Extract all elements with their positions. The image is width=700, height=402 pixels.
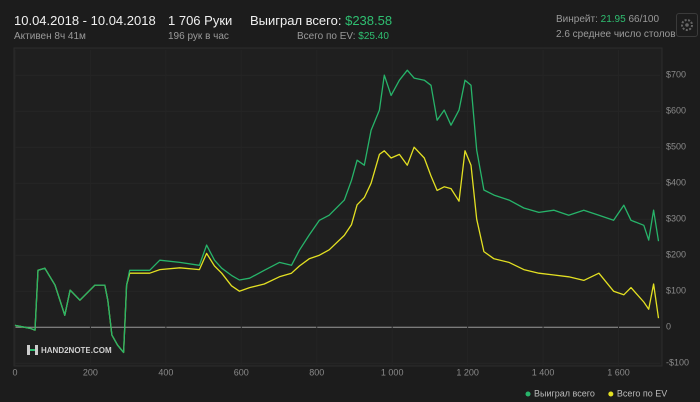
y-tick-label: $300 <box>666 214 686 224</box>
ev-value: $25.40 <box>358 31 389 42</box>
x-tick-label: 1 600 <box>607 367 630 377</box>
x-tick-label: 0 <box>12 367 17 377</box>
won-value: $238.58 <box>345 13 393 28</box>
y-tick-label: $200 <box>666 250 686 260</box>
y-tick-label: $400 <box>666 178 686 188</box>
gear-icon <box>681 19 693 31</box>
won-label: Выиграл всего: <box>250 13 342 28</box>
winrate-value: 21.95 <box>600 14 626 25</box>
y-tick-label: 0 <box>666 322 671 332</box>
hands-per-hour: 196 рук в час <box>168 31 229 42</box>
date-range: 10.04.2018 - 10.04.2018 <box>14 13 156 28</box>
x-tick-label: 1 400 <box>532 367 555 377</box>
y-tick-label: $700 <box>666 70 686 80</box>
legend-label: Выиграл всего <box>534 388 595 398</box>
x-tick-label: 600 <box>234 367 249 377</box>
legend-label: Всего по EV <box>617 388 667 398</box>
ev-total: Всего по EV: $25.40 <box>297 31 389 42</box>
y-tick-label: $600 <box>666 106 686 116</box>
x-tick-label: 800 <box>309 367 324 377</box>
winrate-label: Винрейт: <box>556 14 598 25</box>
ev-label: Всего по EV: <box>297 31 356 42</box>
x-tick-label: 1 000 <box>381 367 404 377</box>
winrate-unit: 66/100 <box>628 14 660 25</box>
y-tick-label: -$100 <box>666 358 689 368</box>
hands: 1 706 Руки <box>168 13 233 28</box>
logo: HAND2NOTE.COM <box>27 345 112 355</box>
x-tick-label: 400 <box>158 367 173 377</box>
won-total: Выиграл всего: $238.58 <box>250 13 392 28</box>
series-line <box>14 69 660 354</box>
y-tick-label: $500 <box>666 142 686 152</box>
legend-marker <box>608 391 614 397</box>
logo-text: HAND2NOTE.COM <box>41 346 112 355</box>
x-tick-label: 1 200 <box>456 367 479 377</box>
avg-tables: 2.6 среднее число столов <box>556 29 676 40</box>
legend-marker <box>525 391 531 397</box>
winrate: Винрейт: 21.95 66/100 <box>556 14 659 25</box>
settings-button[interactable] <box>676 13 698 37</box>
y-tick-label: $100 <box>666 286 686 296</box>
x-tick-label: 200 <box>83 367 98 377</box>
active-time: Активен 8ч 41м <box>14 31 86 42</box>
